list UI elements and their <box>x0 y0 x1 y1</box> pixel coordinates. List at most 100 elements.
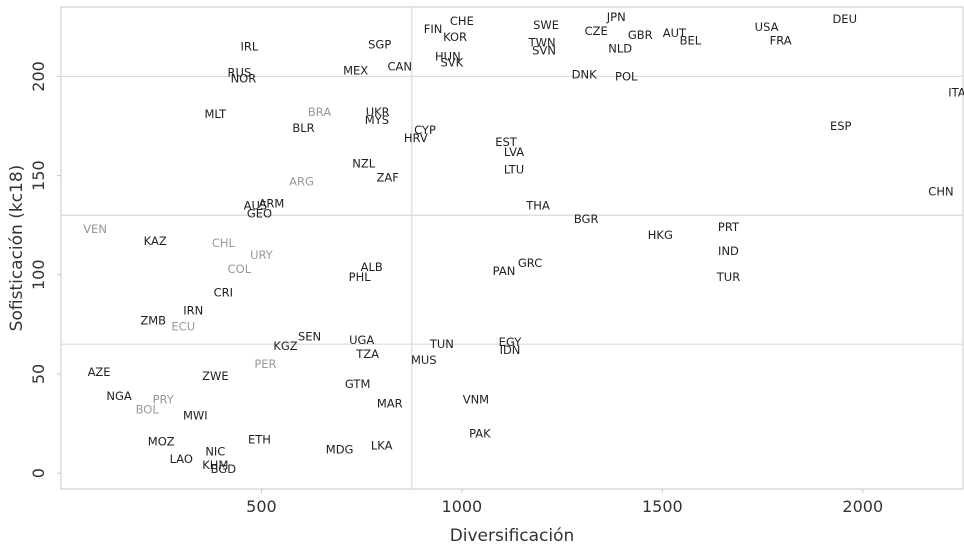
y-tick-label: 200 <box>29 61 48 92</box>
point-label-che: CHE <box>450 14 474 28</box>
point-label-phl: PHL <box>349 270 372 284</box>
point-label-lao: LAO <box>170 452 193 466</box>
point-label-idn: IDN <box>500 343 521 357</box>
point-label-grc: GRC <box>518 256 542 270</box>
point-label-chl: CHL <box>212 236 236 250</box>
point-label-egy: EGY <box>499 335 523 349</box>
point-label-ven: VEN <box>83 222 107 236</box>
point-label-irn: IRN <box>183 303 203 317</box>
point-label-lka: LKA <box>371 438 393 452</box>
point-label-prt: PRT <box>718 220 740 234</box>
point-label-mus: MUS <box>411 353 437 367</box>
point-label-aus: AUS <box>244 198 268 212</box>
point-label-col: COL <box>228 262 252 276</box>
point-label-cze: CZE <box>585 24 608 38</box>
point-label-pan: PAN <box>493 264 516 278</box>
point-label-khm: KHM <box>202 458 228 472</box>
point-label-deu: DEU <box>832 12 857 26</box>
y-tick-label: 100 <box>29 260 48 291</box>
point-label-kaz: KAZ <box>144 234 167 248</box>
point-label-ltu: LTU <box>504 163 524 177</box>
point-label-cyp: CYP <box>414 123 436 137</box>
x-axis-ticks: 500 1000 1500 2000 <box>246 489 883 516</box>
point-label-mex: MEX <box>343 63 368 77</box>
x-axis-label: Diversificación <box>450 526 575 546</box>
point-label-zmb: ZMB <box>140 313 166 327</box>
point-label-zwe: ZWE <box>202 369 229 383</box>
point-label-cri: CRI <box>214 286 233 300</box>
point-label-ecu: ECU <box>171 319 195 333</box>
point-label-hrv: HRV <box>404 131 428 145</box>
point-label-gbr: GBR <box>628 28 653 42</box>
point-label-fin: FIN <box>424 22 443 36</box>
point-label-bgd: BGD <box>211 462 237 476</box>
point-label-fra: FRA <box>770 34 792 48</box>
point-label-nic: NIC <box>205 444 225 458</box>
point-label-tun: TUN <box>429 337 454 351</box>
plot-frame <box>60 6 964 490</box>
point-label-gtm: GTM <box>345 377 370 391</box>
point-label-est: EST <box>495 135 518 149</box>
point-label-sgp: SGP <box>368 38 391 52</box>
point-label-geo: GEO <box>247 206 272 220</box>
point-label-zaf: ZAF <box>377 171 399 185</box>
point-label-sen: SEN <box>298 329 321 343</box>
point-label-jpn: JPN <box>606 10 626 24</box>
point-label-bra: BRA <box>308 105 331 119</box>
point-label-bol: BOL <box>136 403 160 417</box>
point-label-pol: POL <box>615 69 638 83</box>
point-label-lva: LVA <box>504 145 524 159</box>
point-label-aut: AUT <box>663 26 687 40</box>
point-label-tur: TUR <box>716 270 740 284</box>
point-label-arg: ARG <box>289 175 314 189</box>
point-label-rus: RUS <box>228 65 252 79</box>
point-label-per: PER <box>254 357 276 371</box>
point-label-twn: TWN <box>528 36 556 50</box>
point-label-aze: AZE <box>88 365 111 379</box>
point-label-irl: IRL <box>241 40 259 54</box>
point-label-svn: SVN <box>532 44 556 58</box>
point-label-arm: ARM <box>259 196 285 210</box>
point-label-kor: KOR <box>443 30 467 44</box>
point-label-ita: ITA <box>948 85 964 99</box>
point-label-nld: NLD <box>608 42 632 56</box>
y-tick-label: 150 <box>29 160 48 191</box>
point-label-mar: MAR <box>377 397 403 411</box>
point-label-tza: TZA <box>355 347 379 361</box>
point-label-eth: ETH <box>248 432 271 446</box>
point-label-mlt: MLT <box>204 107 227 121</box>
point-label-svk: SVK <box>441 56 464 70</box>
y-tick-label: 0 <box>29 468 48 478</box>
y-axis-label: Sofisticación (kc18) <box>7 165 27 332</box>
point-label-mdg: MDG <box>326 442 354 456</box>
point-label-ury: URY <box>250 248 274 262</box>
x-tick-label: 1500 <box>642 497 683 516</box>
reference-lines <box>61 7 963 489</box>
point-label-vnm: VNM <box>463 393 489 407</box>
point-label-mwi: MWI <box>183 409 208 423</box>
point-label-usa: USA <box>755 20 779 34</box>
point-label-mys: MYS <box>365 113 389 127</box>
point-label-nga: NGA <box>106 389 132 403</box>
point-label-pry: PRY <box>153 393 175 407</box>
point-label-hun: HUN <box>435 50 461 64</box>
point-label-swe: SWE <box>533 18 559 32</box>
point-label-moz: MOZ <box>148 434 175 448</box>
point-label-hkg: HKG <box>648 228 673 242</box>
x-tick-label: 2000 <box>842 497 883 516</box>
point-label-can: CAN <box>388 60 413 74</box>
point-label-ind: IND <box>718 244 739 258</box>
point-label-ukr: UKR <box>366 105 390 119</box>
x-tick-label: 500 <box>246 497 277 516</box>
point-label-alb: ALB <box>361 260 383 274</box>
point-label-dnk: DNK <box>572 67 597 81</box>
point-label-uga: UGA <box>349 333 374 347</box>
point-label-chn: CHN <box>928 184 953 198</box>
point-label-bel: BEL <box>680 34 702 48</box>
y-axis-ticks: 0 50 100 150 200 <box>29 61 61 478</box>
y-tick-label: 50 <box>29 364 48 384</box>
point-label-tha: THA <box>525 198 550 212</box>
point-label-bgr: BGR <box>574 212 599 226</box>
